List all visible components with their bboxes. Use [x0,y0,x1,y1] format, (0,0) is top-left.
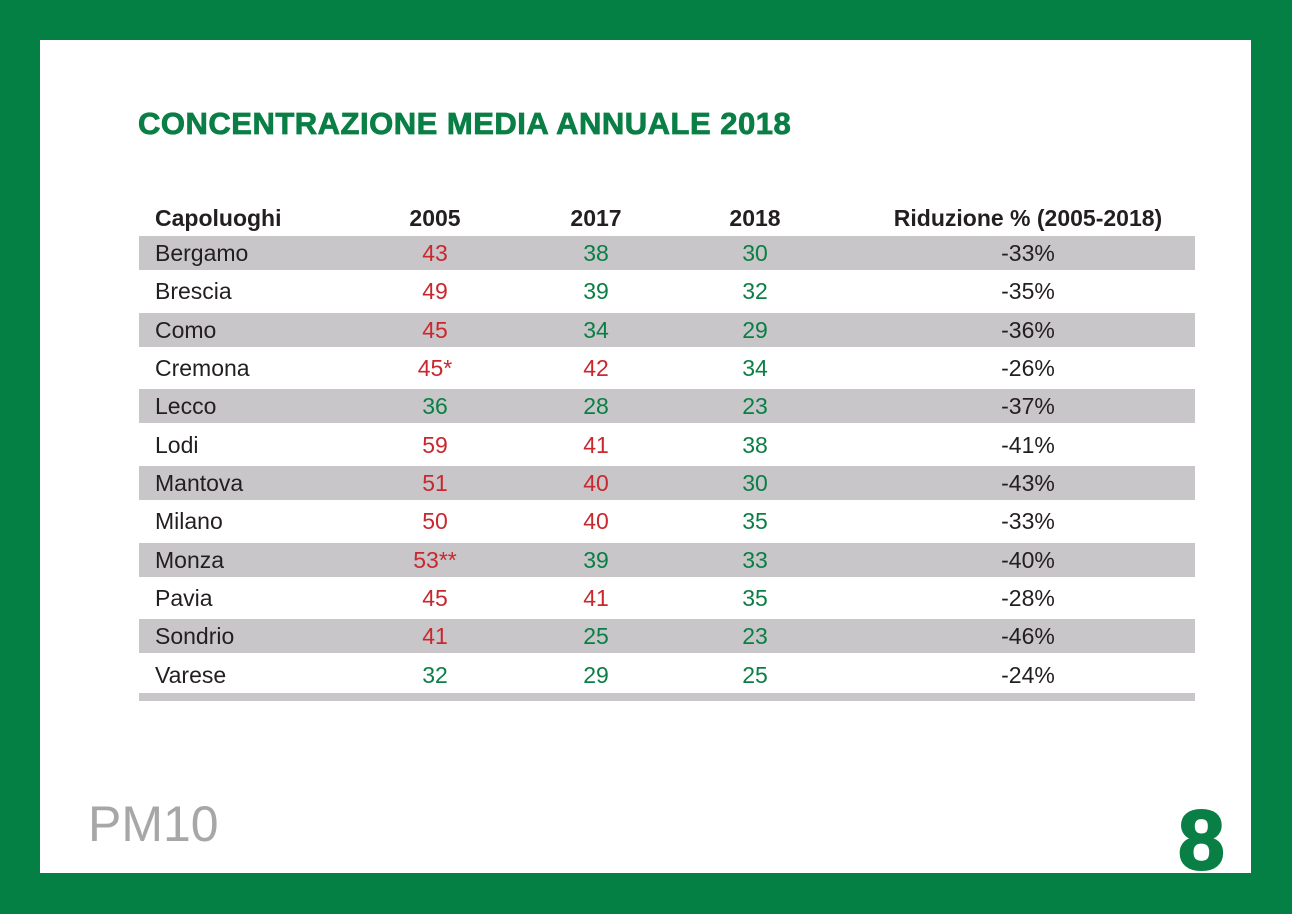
table-row: Lodi 59 41 38 -41% [139,428,1195,466]
value-2018: 34 [742,355,768,382]
value-2018: 25 [742,661,768,688]
value-2005: 51 [422,470,448,497]
value-2018: 35 [742,585,768,612]
header-2017: 2017 [570,205,622,231]
value-2005: 45 [422,585,448,612]
reduction-cell: -46% [1001,623,1055,650]
value-2018: 30 [742,240,768,266]
value-2005: 50 [422,508,448,535]
value-2005: 45 [422,316,448,343]
value-2005: 45* [417,355,453,382]
page-card: CONCENTRAZIONE MEDIA ANNUALE 2018 Capolu… [40,40,1251,888]
value-2005: 53** [413,546,457,573]
value-2018: 29 [742,316,768,343]
value-2017: 29 [583,661,609,688]
header-2018: 2018 [729,205,781,231]
reduction-cell: -28% [1001,585,1055,612]
table-row: Varese 32 29 25 -24% [139,658,1195,696]
city-cell: Milano [155,508,223,535]
table-row: Mantova 51 40 30 -43% [139,466,1195,504]
city-cell: Mantova [155,470,244,497]
city-cell: Lecco [155,393,217,420]
page-number: 8 [1177,792,1226,888]
header-2005: 2005 [409,205,461,231]
value-2005: 49 [422,278,448,305]
value-2017: 39 [583,278,609,305]
table-row: Cremona 45* 42 34 -26% [139,351,1195,389]
value-2018: 23 [742,623,768,650]
value-2017: 41 [583,431,609,458]
city-cell: Varese [155,661,227,688]
value-2018: 33 [742,546,768,573]
header-reduction: Riduzione % (2005-2018) [893,205,1163,231]
reduction-cell: -24% [1001,661,1055,688]
value-2017: 40 [583,508,609,535]
city-cell: Como [155,316,217,343]
value-2017: 39 [583,546,609,573]
city-cell: Cremona [155,355,250,382]
city-cell: Lodi [155,431,199,458]
page-title: CONCENTRAZIONE MEDIA ANNUALE 2018 [138,106,792,142]
table-row: Como 45 34 29 -36% [139,312,1195,351]
value-2005: 43 [422,240,448,266]
city-cell: Pavia [155,585,213,612]
reduction-cell: -37% [1001,393,1055,420]
value-2017: 28 [583,393,609,420]
reduction-cell: -43% [1001,470,1055,497]
value-2005: 32 [422,661,448,688]
value-2017: 41 [583,585,609,612]
reduction-cell: -33% [1001,508,1055,535]
table-bottom-bar [139,693,1195,701]
value-2017: 25 [583,623,609,650]
reduction-cell: -26% [1001,355,1055,382]
value-2018: 30 [742,470,768,497]
value-2017: 38 [583,240,609,266]
value-2005: 36 [422,393,448,420]
value-2017: 34 [583,316,609,343]
concentration-table: Capoluoghi 2005 2017 2018 Riduzione % (2… [139,198,1195,696]
table-row: Brescia 49 39 32 -35% [139,274,1195,312]
value-2005: 41 [422,623,448,650]
pollutant-label: PM10 [88,796,219,852]
city-cell: Bergamo [155,240,249,266]
table-row: Bergamo 43 38 30 -33% [139,236,1195,274]
value-2018: 23 [742,393,768,420]
value-2018: 32 [742,278,768,305]
reduction-cell: -40% [1001,546,1055,573]
city-cell: Monza [155,546,225,573]
value-2017: 40 [583,470,609,497]
value-2018: 38 [742,431,768,458]
value-2018: 35 [742,508,768,535]
reduction-cell: -33% [1001,240,1055,266]
table-row: Pavia 45 41 35 -28% [139,581,1195,619]
table-row: Sondrio 41 25 23 -46% [139,619,1195,657]
value-2017: 42 [583,355,609,382]
city-cell: Brescia [155,278,232,305]
table-row: Milano 50 40 35 -33% [139,504,1195,542]
reduction-cell: -41% [1001,431,1055,458]
value-2005: 59 [422,431,448,458]
reduction-cell: -36% [1001,316,1055,343]
table-row: Lecco 36 28 23 -37% [139,389,1195,427]
table-row: Monza 53** 39 33 -40% [139,542,1195,581]
city-cell: Sondrio [155,623,235,650]
header-city: Capoluoghi [155,205,282,231]
table-header: Capoluoghi 2005 2017 2018 Riduzione % (2… [139,198,1195,236]
reduction-cell: -35% [1001,278,1055,305]
